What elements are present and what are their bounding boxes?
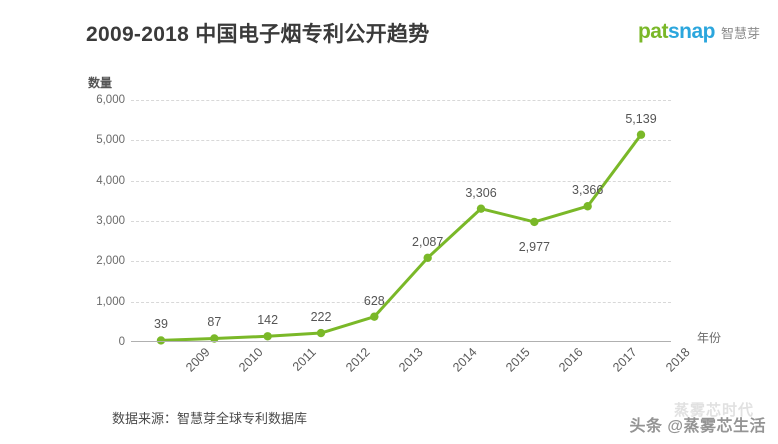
y-tick-label: 4,000 [96, 174, 125, 187]
x-tick-label: 2017 [609, 345, 640, 375]
logo-text-pat: pat [637, 20, 669, 43]
x-axis-line [131, 341, 671, 342]
data-point-label: 142 [257, 313, 279, 328]
gridline [131, 261, 671, 263]
y-tick-label: 6,000 [96, 94, 125, 106]
data-point-marker[interactable] [263, 332, 272, 341]
y-tick-label: 3,000 [96, 215, 125, 227]
x-tick-label: 2010 [236, 345, 267, 375]
data-point-label: 628 [363, 293, 385, 308]
y-tick-label: 0 [118, 336, 125, 348]
gridline [131, 180, 671, 182]
line-series [156, 130, 646, 345]
data-point-marker[interactable] [583, 202, 592, 211]
gridline [131, 221, 671, 222]
y-axis-ticks: 0 1,000 2,000 3,000 4,000 5,000 6,000 [70, 94, 125, 348]
x-tick-label: 2014 [449, 345, 480, 375]
series-line [159, 133, 643, 342]
y-tick-label: 1,000 [96, 295, 125, 308]
brand-logo: pat snap 智慧芽 [638, 20, 760, 44]
x-tick-label: 2009 [183, 345, 213, 375]
source-note: 数据来源：智慧芽全球专利数据库 [112, 411, 308, 426]
watermark: 蒸雾芯时代 头条 @蒸雾芯生活 [578, 398, 768, 438]
data-point-marker[interactable] [156, 336, 166, 345]
y-tick-label: 5,000 [96, 134, 125, 147]
plot-area: 39 87 142 222 628 2,087 3,306 2,977 3,366 5,139 [131, 100, 671, 345]
x-tick-label: 2018 [663, 345, 693, 375]
y-tick-label: 2,000 [96, 255, 125, 268]
watermark-text: 头条 @蒸雾芯生活 [629, 418, 766, 435]
x-tick-label: 2015 [503, 345, 533, 375]
data-point-label: 222 [310, 310, 332, 325]
logo-text-chinese: 智慧芽 [720, 26, 760, 41]
data-point-label: 3,366 [572, 183, 604, 198]
data-point-marker[interactable] [636, 130, 646, 139]
x-axis-title: 年份 [697, 331, 722, 345]
data-point-label: 39 [154, 317, 168, 332]
data-point-marker[interactable] [316, 328, 326, 338]
logo-text-snap: snap [667, 20, 716, 43]
y-axis-title: 数量 [88, 76, 113, 90]
data-point-label: 3,306 [465, 185, 497, 200]
page-title: 2009-2018 中国电子烟专利公开趋势 [86, 23, 430, 46]
x-tick-label: 2013 [396, 345, 427, 375]
data-point-label: 5,139 [625, 111, 657, 126]
data-point-marker[interactable] [423, 253, 432, 263]
x-axis-labels: 2009 2010 2011 2012 2013 2014 2015 2016 2017 2018 [131, 345, 693, 395]
data-point-marker[interactable] [476, 204, 486, 213]
data-point-marker[interactable] [210, 334, 219, 343]
x-tick-label: 2016 [556, 345, 587, 375]
data-point-label: 2,087 [412, 234, 444, 249]
x-tick-label: 2012 [343, 345, 373, 375]
data-point-label: 2,977 [518, 239, 550, 254]
gridline [131, 301, 671, 303]
x-tick-label: 2011 [289, 345, 319, 374]
data-point-label: 87 [207, 315, 222, 330]
gridline [131, 100, 671, 101]
gridline [131, 140, 671, 142]
data-point-marker[interactable] [370, 312, 379, 321]
watermark-ghost-text: 蒸雾芯时代 [673, 402, 754, 419]
data-point-marker[interactable] [530, 217, 539, 227]
